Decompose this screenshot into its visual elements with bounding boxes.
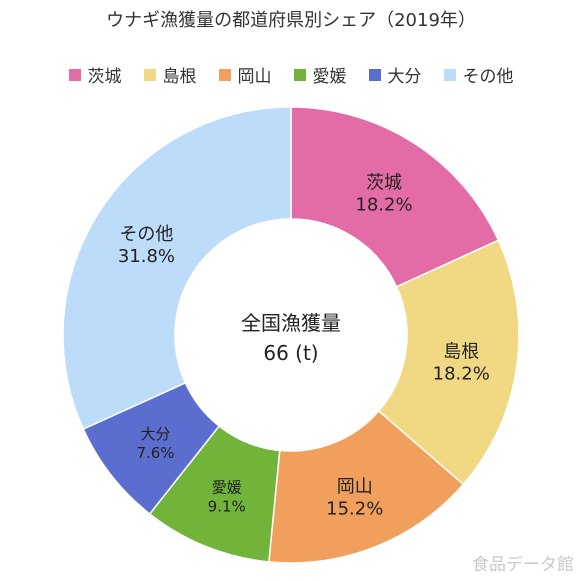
legend-item: 愛媛 <box>293 62 347 87</box>
slice-labels: 茨城18.2%島根18.2%岡山15.2%愛媛9.1%大分7.6%その他31.8… <box>118 172 490 519</box>
legend-swatch <box>68 68 81 81</box>
legend-label: 茨城 <box>87 67 122 87</box>
donut-slice <box>268 409 465 564</box>
legend-swatch <box>293 68 306 81</box>
slice-value-label: 7.6% <box>136 444 174 462</box>
slice-value-label: 18.2% <box>433 363 490 384</box>
center-value: 66 (t) <box>263 341 318 365</box>
legend-label: 岡山 <box>237 67 272 87</box>
legend-swatch <box>443 68 456 81</box>
donut-slice <box>62 106 292 431</box>
slice-category-label: 大分 <box>141 425 171 443</box>
slice-category-label: 岡山 <box>337 477 373 498</box>
legend-label: 愛媛 <box>312 67 347 87</box>
legend-item: その他 <box>443 62 514 87</box>
donut-slice <box>290 106 500 288</box>
legend: 茨城 島根 岡山 愛媛 大分 その他 <box>0 62 582 87</box>
slice-value-label: 18.2% <box>355 194 412 215</box>
legend-item: 大分 <box>368 62 422 87</box>
watermark: 食品データ館 <box>472 555 574 575</box>
legend-label: 大分 <box>387 67 422 87</box>
donut-slice <box>377 239 520 486</box>
legend-label: 島根 <box>162 67 197 87</box>
slice-category-label: その他 <box>119 224 173 245</box>
slice-category-label: 島根 <box>443 341 479 362</box>
legend-swatch <box>143 68 156 81</box>
legend-item: 島根 <box>143 62 197 87</box>
slice-value-label: 15.2% <box>326 499 383 520</box>
slice-value-label: 31.8% <box>118 246 175 267</box>
legend-label: その他 <box>462 67 514 87</box>
legend-swatch <box>368 68 381 81</box>
slice-value-label: 9.1% <box>208 498 246 516</box>
slice-category-label: 茨城 <box>366 172 402 193</box>
donut-slices <box>62 106 520 564</box>
chart-title: ウナギ漁獲量の都道府県別シェア（2019年） <box>106 10 476 31</box>
legend-swatch <box>218 68 231 81</box>
legend-item: 岡山 <box>218 62 272 87</box>
legend-item: 茨城 <box>68 62 122 87</box>
slice-category-label: 愛媛 <box>212 479 242 497</box>
center-label: 全国漁獲量 <box>241 311 341 335</box>
